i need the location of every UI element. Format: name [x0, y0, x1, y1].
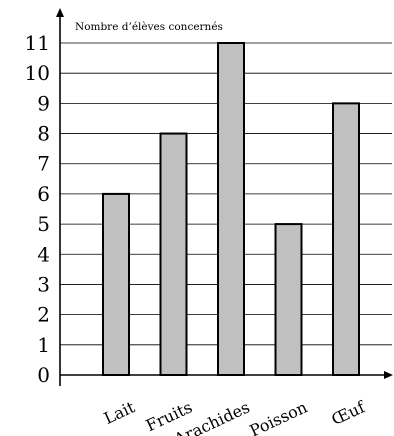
y-axis-label: Nombre d’élèves concernés	[75, 21, 223, 33]
y-tick-label: 0	[37, 363, 50, 387]
y-tick-label: 6	[37, 182, 50, 206]
bar-arachides	[218, 43, 244, 375]
bars	[103, 43, 359, 375]
bar-œuf	[333, 103, 359, 375]
y-tick-label: 4	[37, 242, 50, 266]
bar-lait	[103, 194, 129, 375]
y-tick-label: 5	[37, 212, 50, 236]
x-axis-arrow	[384, 371, 393, 379]
bar-fruits	[161, 134, 187, 375]
y-tick-label: 8	[37, 122, 50, 146]
y-tick-label: 7	[37, 152, 50, 176]
y-tick-label: 3	[37, 272, 50, 296]
y-tick-label: 11	[25, 31, 50, 55]
x-tick-label: Poisson	[247, 397, 311, 436]
y-tick-label: 10	[25, 61, 50, 85]
y-tick-label: 2	[37, 303, 50, 327]
x-tick-label: Œuf	[328, 397, 368, 429]
y-tick-label: 9	[37, 91, 50, 115]
y-tick-labels: 0 1 2 3 4 5 6 7 8 9 10 11	[25, 31, 50, 387]
x-tick-label: Lait	[101, 397, 138, 428]
x-tick-labels: LaitFruitsArachidesPoissonŒuf	[101, 397, 369, 436]
y-tick-label: 1	[37, 333, 50, 357]
y-axis-arrow	[56, 8, 64, 17]
bar-poisson	[276, 224, 302, 375]
